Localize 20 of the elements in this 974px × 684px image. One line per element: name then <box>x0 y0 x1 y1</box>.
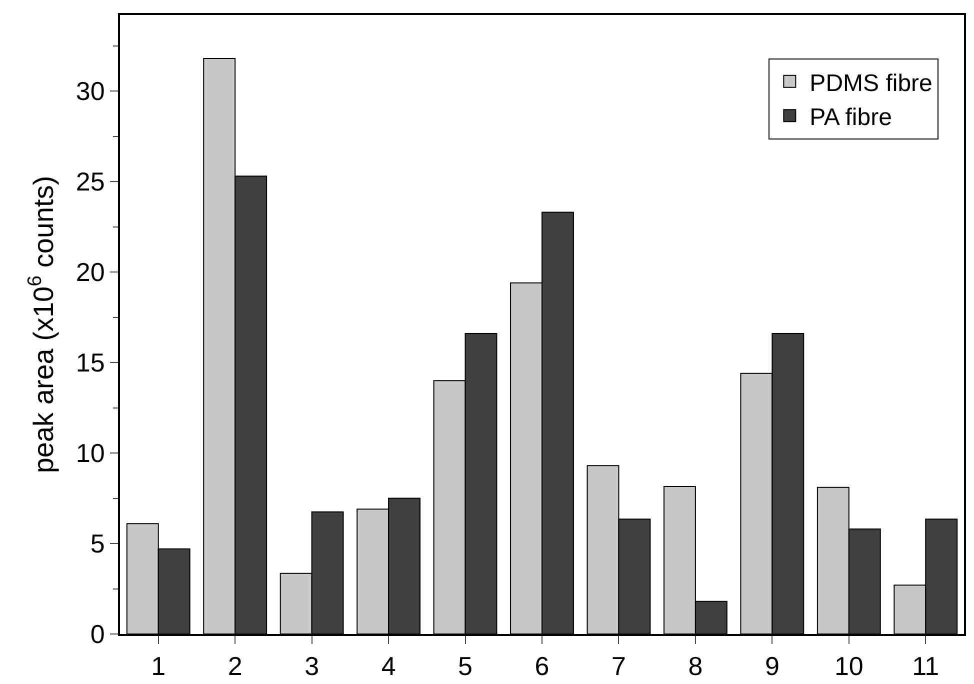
x-tick-label: 7 <box>611 651 626 682</box>
y-tick-label: 10 <box>76 438 105 468</box>
x-tick-label: 10 <box>834 651 864 682</box>
x-tick-label: 3 <box>304 651 320 682</box>
x-tick-label: 11 <box>912 651 940 682</box>
x-tick-label: 2 <box>228 651 242 682</box>
y-tick-label: 0 <box>90 619 105 650</box>
x-tick-label: 4 <box>381 651 396 682</box>
x-tick-label: 1 <box>151 651 166 682</box>
x-tick-label: 5 <box>458 651 473 682</box>
y-tick-label: 15 <box>76 348 105 378</box>
legend-label: PDMS fibre <box>810 70 932 97</box>
y-tick-label: 20 <box>76 257 105 288</box>
legend-label: PA fibre <box>810 104 892 131</box>
x-tick-label: 8 <box>688 651 703 682</box>
y-tick-label: 30 <box>76 76 105 106</box>
x-tick-label: 6 <box>534 651 550 682</box>
y-tick-label: 25 <box>76 166 105 197</box>
x-tick-label: 9 <box>764 651 780 682</box>
y-tick-label: 5 <box>90 528 105 559</box>
